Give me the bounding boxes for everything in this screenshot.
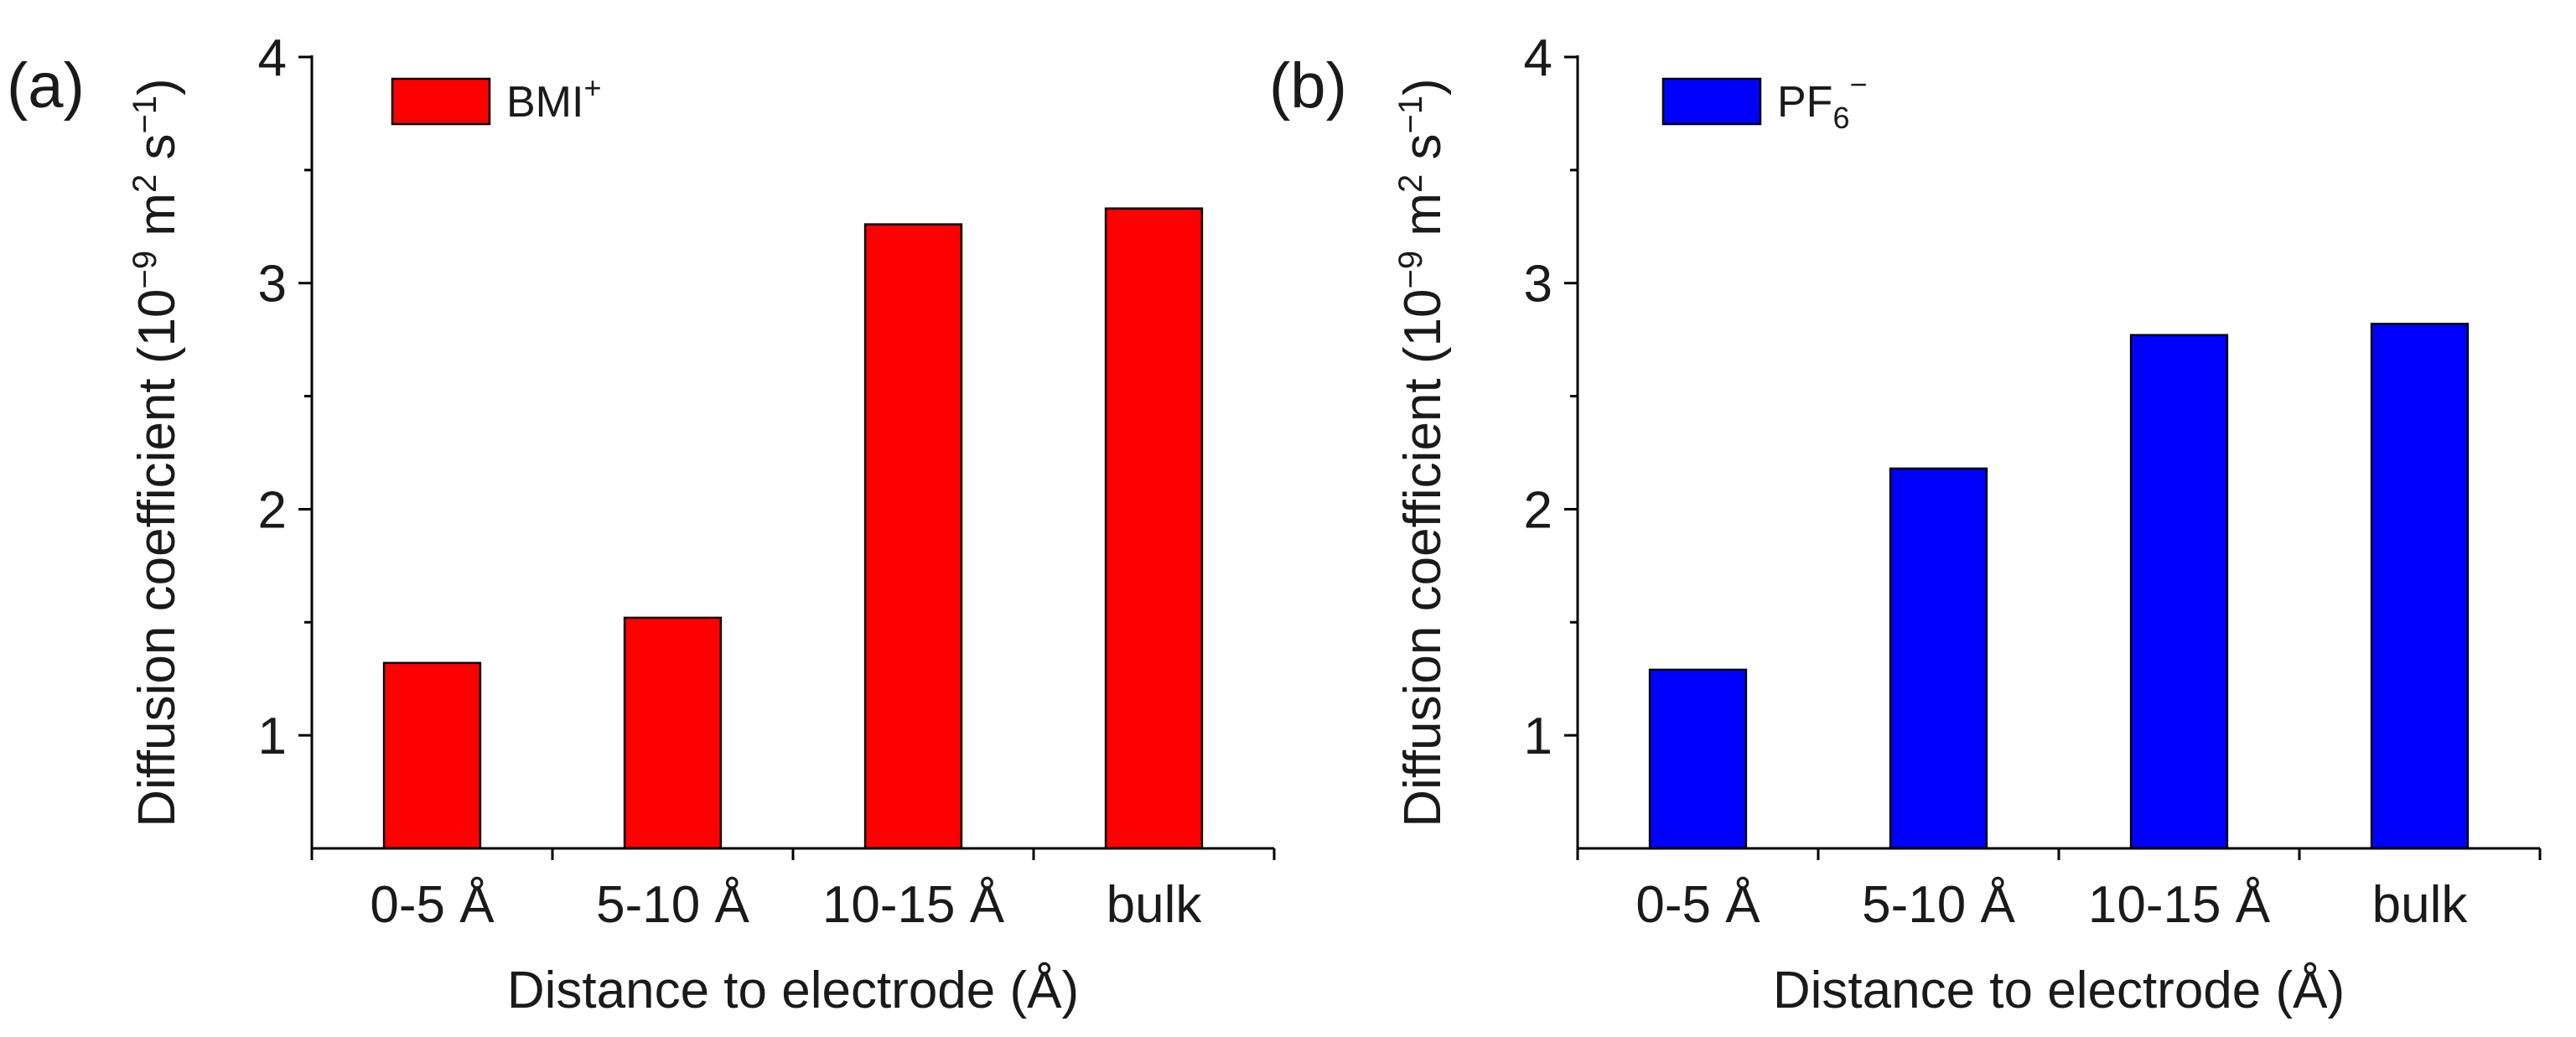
y-tick-label: 3: [1524, 256, 1552, 314]
legend-swatch: [1661, 77, 1762, 126]
x-axis-title: Distance to electrode (Å): [1773, 962, 2345, 1019]
bar-2: [623, 616, 723, 850]
bar-3: [863, 223, 963, 850]
y-axis-title: Diffusion coefficient (10−9 m2 s−1): [127, 78, 186, 827]
x-tick-label: bulk: [2372, 876, 2469, 934]
legend-swatch: [391, 77, 491, 126]
panel-label: (a): [7, 50, 85, 122]
y-tick-label: 2: [1524, 481, 1552, 539]
legend: PF6−: [1661, 67, 1868, 135]
legend-label: PF6−: [1777, 67, 1868, 135]
bar-3: [2129, 334, 2229, 850]
x-tick-label: 0-5 Å: [1635, 876, 1760, 934]
legend-label: BMI+: [506, 70, 601, 127]
x-tick-label: bulk: [1107, 876, 1203, 934]
y-tick-label: 2: [258, 481, 287, 539]
bar-1: [1648, 668, 1748, 850]
y-tick-label: 1: [258, 708, 287, 765]
y-tick-label: 1: [1524, 708, 1552, 765]
x-axis-title: Distance to electrode (Å): [507, 962, 1079, 1019]
y-tick-label: 3: [258, 256, 287, 314]
panel-label: (b): [1269, 50, 1347, 122]
bar-1: [382, 661, 482, 850]
x-tick-label: 10-15 Å: [822, 876, 1005, 934]
y-tick-label: 4: [258, 29, 287, 87]
bar-2: [1889, 467, 1988, 850]
y-tick-label: 4: [1524, 29, 1552, 87]
bar-4: [1104, 207, 1204, 850]
chart-panel-a: (a) 1 2 3 4 0-5 Å 5-10 Å 10-15 Å bulk Distance to…: [7, 29, 1276, 1019]
y-axis-title: Diffusion coefficient (10−9 m2 s−1): [1392, 78, 1452, 827]
x-tick-label: 5-10 Å: [596, 876, 749, 934]
x-tick-label: 10-15 Å: [2088, 876, 2271, 934]
chart-panel-b: (b) 1 2 3 4 0-5 Å 5-10 Å 10-15 Å bulk Distance to…: [1269, 29, 2542, 1019]
x-tick-label: 5-10 Å: [1862, 876, 2015, 934]
bar-4: [2370, 323, 2470, 850]
x-tick-label: 0-5 Å: [370, 876, 495, 934]
legend: BMI+: [391, 70, 601, 127]
